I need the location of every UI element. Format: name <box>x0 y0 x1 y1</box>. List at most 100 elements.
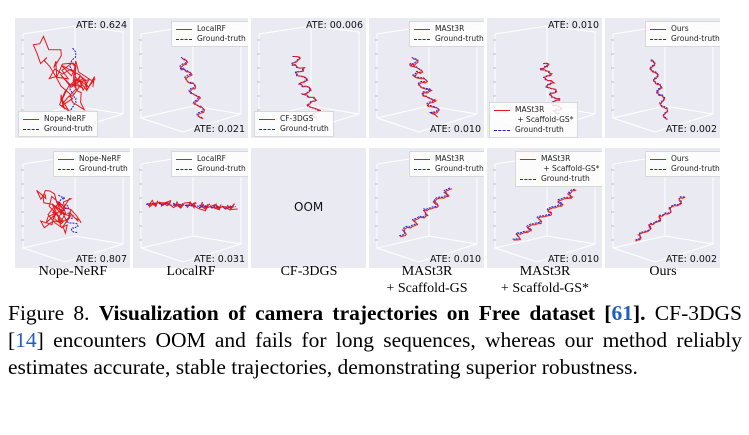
legend-estimate-label: CF-3DGS <box>280 114 314 123</box>
legend: MASt3R Ground-truth <box>409 21 484 47</box>
column-label-ours: Ours <box>605 263 721 280</box>
estimated-trajectory <box>400 188 453 238</box>
ate-value: ATE: 0.624 <box>76 20 127 31</box>
caption-label: Figure 8. <box>8 301 90 325</box>
plot-panel-cf-3dgs-row2: OOM <box>251 148 366 268</box>
estimated-trajectory <box>32 35 96 112</box>
legend-estimate-label: Ours <box>671 154 689 163</box>
column-label-nope-nerf: Nope-NeRF <box>15 263 131 280</box>
legend-ground-truth-swatch <box>520 179 536 180</box>
plot-panel-localrf-row1: LocalRF Ground-truth ATE: 0.021 <box>133 18 248 138</box>
ground-truth-trajectory <box>649 59 669 120</box>
legend-ground-truth-swatch <box>414 169 430 170</box>
column-label-line: LocalRF <box>166 264 216 279</box>
estimated-trajectory <box>513 189 577 241</box>
legend: Ours Ground-truth <box>645 151 720 177</box>
column-label-line: CF-3DGS <box>280 264 338 279</box>
legend-estimate-swatch <box>650 159 666 160</box>
trajectory-plot <box>139 25 242 133</box>
ate-value: ATE: 0.031 <box>194 254 245 265</box>
plot-panel-ours-row2: Ours Ground-truth ATE: 0.002 <box>605 148 720 268</box>
legend: CF-3DGS Ground-truth <box>254 111 334 137</box>
plot-panel-mast3r-scaffold-gs-row1: MASt3R Ground-truth ATE: 0.010 <box>369 18 484 138</box>
legend-ground-truth-swatch <box>650 169 666 170</box>
legend-estimate-swatch <box>414 29 430 30</box>
axis-grid <box>376 155 478 263</box>
oom-label: OOM <box>294 200 324 214</box>
ate-value: ATE: 0.002 <box>666 124 717 135</box>
legend-ground-truth-label: Ground-truth <box>541 174 590 183</box>
citation-14[interactable]: 14 <box>15 328 37 352</box>
ground-truth-trajectory <box>57 194 79 234</box>
column-label-line: Nope-NeRF <box>38 264 108 279</box>
axis-grid <box>612 155 714 263</box>
column-label-localrf: LocalRF <box>133 263 249 280</box>
legend-ground-truth-label: Ground-truth <box>280 124 329 133</box>
legend: Nope-NeRF Ground-truth <box>53 151 130 177</box>
axis-grid <box>22 155 124 263</box>
caption-title: Visualization of camera trajectories on … <box>98 301 646 325</box>
plot-panel-cf-3dgs-row1: CF-3DGS Ground-truth ATE: 00.006 <box>251 18 366 138</box>
ground-truth-trajectory <box>68 47 77 119</box>
trajectory-plot <box>139 155 242 263</box>
legend-estimate-swatch <box>650 29 666 30</box>
ate-value: ATE: 0.010 <box>548 254 599 265</box>
legend-ground-truth-label: Ground-truth <box>44 124 93 133</box>
caption-text-1: CF-3DGS [ <box>8 301 743 352</box>
column-label-line: + Scaffold-GS <box>386 281 468 296</box>
ate-value: ATE: 0.010 <box>430 124 481 135</box>
legend-estimate-label: MASt3R <box>435 154 465 163</box>
legend-ground-truth-label: Ground-truth <box>197 34 246 43</box>
column-label-line: MASt3R <box>519 264 571 279</box>
trajectory-plot <box>493 155 596 263</box>
legend: LocalRF Ground-truth <box>171 151 248 177</box>
ate-value: ATE: 0.807 <box>76 254 127 265</box>
column-label-line: Ours <box>649 264 677 279</box>
legend-estimate-label: Ours <box>671 24 689 33</box>
legend: Ours Ground-truth <box>645 21 720 47</box>
estimated-trajectory <box>409 58 440 118</box>
legend-estimate-label: Nope-NeRF <box>44 114 87 123</box>
legend-ground-truth-swatch <box>23 129 39 130</box>
plot-panel-localrf-row2: LocalRF Ground-truth ATE: 0.031 <box>133 148 248 268</box>
legend-estimate-label: LocalRF <box>197 154 226 163</box>
trajectory-plot <box>375 25 478 133</box>
legend-estimate-swatch <box>259 119 275 120</box>
plot-panel-nope-nerf-row1: Nope-NeRF Ground-truth ATE: 0.624 <box>15 18 130 138</box>
column-label-mast3r-scaffold-gs: MASt3R + Scaffold-GS <box>369 263 485 297</box>
legend-estimate-swatch <box>414 159 430 160</box>
axis-grid <box>140 25 242 133</box>
ate-value: ATE: 0.021 <box>194 124 245 135</box>
legend: MASt3R Ground-truth <box>409 151 484 177</box>
legend: MASt3R + Scaffold-GS* Ground-truth <box>515 151 602 187</box>
ate-value: ATE: 00.006 <box>305 20 363 31</box>
legend-ground-truth-label: Ground-truth <box>435 164 484 173</box>
axis-grid <box>140 155 242 263</box>
plot-panel-mast3r-scaffold-gs-row2: MASt3R Ground-truth ATE: 0.010 <box>369 148 484 268</box>
estimated-trajectory <box>292 56 321 120</box>
ate-value: ATE: 0.010 <box>548 20 599 31</box>
legend-estimate-swatch <box>176 29 192 30</box>
ground-truth-trajectory <box>512 188 576 240</box>
legend-ground-truth-label: Ground-truth <box>197 164 246 173</box>
estimated-trajectory <box>36 189 82 236</box>
trajectory-plot <box>21 155 124 263</box>
legend-ground-truth-label: Ground-truth <box>79 164 128 173</box>
plot-panel-mast3r-scaffold-gs-star-row2: MASt3R + Scaffold-GS* Ground-truth ATE: 0.… <box>487 148 602 268</box>
trajectory-figure: Nope-NeRF Ground-truth ATE: 0.624 LocalRF Gr… <box>15 18 721 297</box>
legend-estimate-label: LocalRF <box>197 24 226 33</box>
legend-estimate-swatch <box>176 159 192 160</box>
estimated-trajectory <box>147 199 238 212</box>
legend-ground-truth-swatch <box>494 130 510 131</box>
ground-truth-trajectory <box>408 57 439 117</box>
citation-61[interactable]: 61 <box>611 301 633 325</box>
legend-ground-truth-swatch <box>414 39 430 40</box>
legend-estimate-label: Nope-NeRF <box>79 154 122 163</box>
ground-truth-trajectory <box>635 195 686 241</box>
plot-panel-ours-row1: Ours Ground-truth ATE: 0.002 <box>605 18 720 138</box>
estimated-trajectory <box>649 60 669 121</box>
plot-panel-nope-nerf-row2: Nope-NeRF Ground-truth ATE: 0.807 <box>15 148 130 268</box>
legend-estimate-label: MASt3R <box>435 24 465 33</box>
trajectory-plot <box>611 25 714 133</box>
legend-ground-truth-label: Ground-truth <box>435 34 484 43</box>
